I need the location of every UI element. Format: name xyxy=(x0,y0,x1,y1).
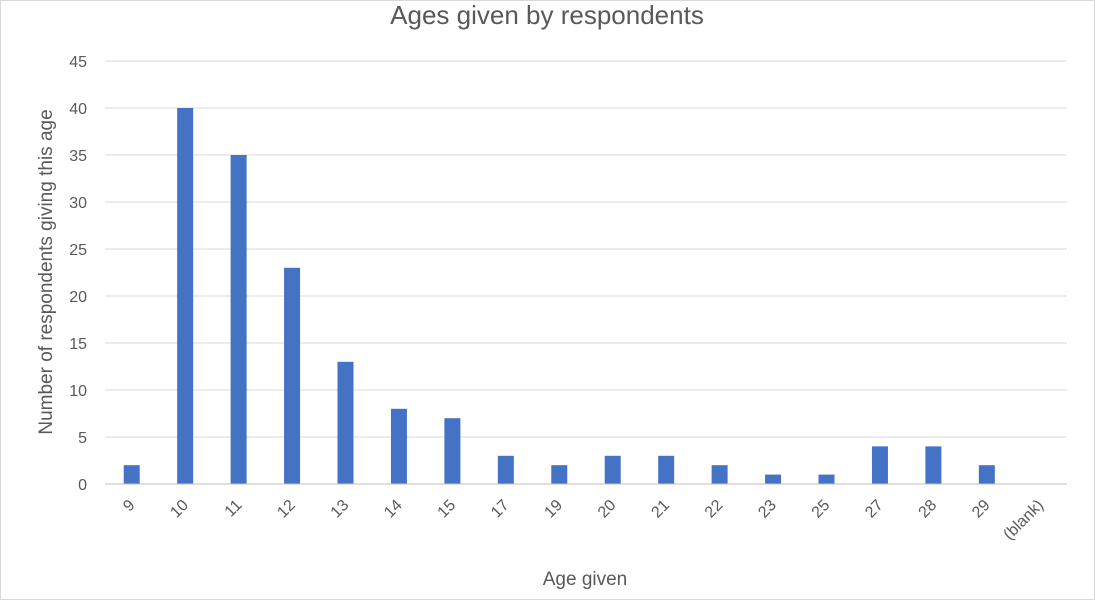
bar xyxy=(284,267,301,484)
x-tick-label: 23 xyxy=(755,497,780,522)
bar xyxy=(177,108,194,484)
y-tick-label: 25 xyxy=(69,242,87,259)
x-tick-label: 13 xyxy=(328,497,353,522)
y-tick-label: 35 xyxy=(69,148,87,165)
x-tick-label: (blank) xyxy=(1001,497,1048,544)
x-tick-label: 20 xyxy=(595,497,620,522)
x-tick-label: 17 xyxy=(488,497,513,522)
x-tick-label: 25 xyxy=(809,497,834,522)
x-tick-label: 11 xyxy=(222,497,246,521)
y-tick-label: 0 xyxy=(78,477,87,494)
y-axis-ticks: 0 5 10 15 20 25 30 35 40 45 xyxy=(69,54,87,494)
bar xyxy=(230,155,247,484)
bar xyxy=(711,465,728,484)
y-tick-label: 10 xyxy=(69,383,87,400)
x-tick-label: 10 xyxy=(167,497,192,522)
x-tick-label: 15 xyxy=(435,497,460,522)
chart-title: Ages given by respondents xyxy=(390,0,704,30)
bar xyxy=(123,465,140,484)
bar xyxy=(765,474,782,484)
x-tick-label: 28 xyxy=(916,497,941,522)
bar xyxy=(444,418,461,484)
bar xyxy=(818,474,835,484)
y-axis-title: Number of respondents giving this age xyxy=(36,109,57,434)
bar xyxy=(604,455,621,484)
bar xyxy=(337,361,354,484)
bar xyxy=(658,455,675,484)
gridlines xyxy=(105,60,1067,438)
x-tick-label: 29 xyxy=(969,497,994,522)
bar xyxy=(497,455,514,484)
x-tick-label: 19 xyxy=(542,497,567,522)
x-tick-label: 21 xyxy=(648,497,673,522)
bar xyxy=(925,446,942,484)
bar xyxy=(551,465,568,484)
x-tick-label: 12 xyxy=(274,497,299,522)
y-tick-label: 40 xyxy=(69,101,87,118)
bar xyxy=(390,408,407,484)
x-tick-label: 27 xyxy=(862,497,887,522)
y-tick-label: 15 xyxy=(69,336,87,353)
y-tick-label: 20 xyxy=(69,289,87,306)
y-tick-label: 5 xyxy=(78,430,87,447)
x-tick-label: 9 xyxy=(120,497,138,515)
x-axis-ticks: 9 10 11 12 13 14 15 17 19 20 21 22 23 25 27 28 29 (blank) xyxy=(120,497,1047,544)
y-tick-label: 30 xyxy=(69,195,87,212)
x-tick-label: 22 xyxy=(702,497,727,522)
bar xyxy=(978,465,995,484)
bar xyxy=(871,446,888,484)
x-tick-label: 14 xyxy=(381,497,406,522)
bars xyxy=(123,108,995,484)
y-tick-label: 45 xyxy=(69,54,87,71)
x-axis-title: Age given xyxy=(543,569,628,590)
